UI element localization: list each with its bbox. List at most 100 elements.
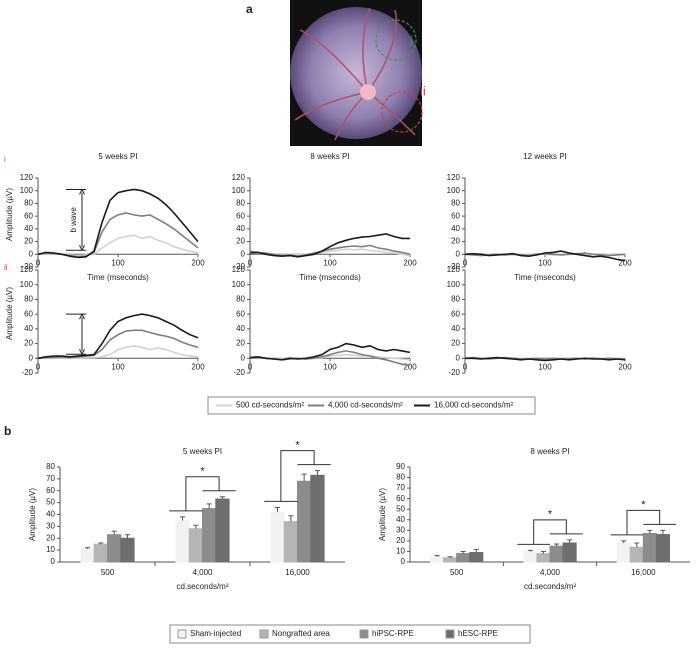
bar (120, 537, 135, 563)
legend-swatch (177, 629, 187, 639)
y-tick-label: 60 (24, 211, 33, 220)
y-tick-label: 100 (447, 186, 461, 195)
significance-label: * (641, 499, 646, 511)
line-series (249, 233, 410, 258)
y-tick-label: 20 (46, 533, 55, 542)
y-tick-label: 60 (24, 309, 33, 318)
x-tick-label: 16,000 (285, 568, 310, 577)
x-tick-label: 200 (403, 258, 417, 267)
chart-title: 8 weeks PI (310, 152, 349, 161)
significance-label: * (548, 509, 553, 521)
y-tick-label: 0 (456, 249, 461, 258)
y-tick-label: 40 (451, 224, 460, 233)
x-tick-label: 100 (111, 362, 125, 371)
region-label: i (410, 33, 413, 48)
region-i (375, 19, 417, 61)
x-tick-label: 0 (248, 362, 253, 371)
y-tick-label: 80 (24, 199, 33, 208)
y-tick-label: 30 (396, 525, 405, 534)
y-tick-label: 40 (46, 510, 55, 519)
y-tick-label: 0 (29, 353, 34, 362)
error-bar (647, 529, 653, 534)
chart-title: 12 weeks PI (523, 152, 567, 161)
line-series (37, 234, 199, 257)
legend-swatch (445, 629, 455, 639)
legend-label: Nongrafted area (272, 629, 330, 638)
y-tick-label: 80 (24, 295, 33, 304)
y-tick-label: 100 (447, 280, 461, 289)
error-bar (621, 540, 627, 543)
chart-title: 8 weeks PI (530, 447, 569, 456)
x-tick-label: 500 (101, 568, 115, 577)
line-series (249, 244, 411, 258)
bar (310, 474, 325, 563)
y-tick-label: 30 (46, 521, 55, 530)
error-bar (206, 503, 212, 509)
chart-title: 5 weeks PI (98, 152, 137, 161)
y-tick-label: 100 (232, 186, 246, 195)
y-tick-label: 80 (451, 295, 460, 304)
retina (290, 7, 422, 139)
y-tick-label: 20 (24, 237, 33, 246)
y-tick-label: 90 (396, 462, 405, 471)
y-tick-label: 120 (232, 265, 246, 274)
bar (215, 498, 230, 563)
bar (175, 519, 190, 563)
significance-bracket (280, 450, 315, 502)
optic-disc (360, 84, 376, 100)
y-tick-label: 120 (20, 173, 34, 182)
arrow-head (79, 188, 85, 252)
y-tick-label: 80 (236, 199, 245, 208)
y-tick-label: 60 (236, 211, 245, 220)
error-bar (473, 548, 479, 553)
y-tick-label: 0 (401, 557, 406, 566)
x-axis-label: Time (mseconds) (299, 273, 361, 282)
error-bar (124, 534, 130, 539)
x-tick-label: 0 (463, 258, 468, 267)
bar (629, 546, 644, 563)
bar (93, 543, 108, 563)
y-tick-label: 60 (236, 309, 245, 318)
bar (297, 480, 312, 563)
y-tick-label: 70 (396, 483, 405, 492)
significance-bracket (626, 509, 661, 535)
bar (536, 553, 551, 563)
annotation: b wave (69, 207, 78, 233)
y-axis-label: Amplitude (µV) (5, 188, 14, 241)
x-tick-label: 100 (538, 258, 552, 267)
panel-label: a (246, 2, 253, 16)
legend-swatch (259, 629, 269, 639)
x-tick-label: 100 (323, 258, 337, 267)
y-tick-label: 120 (20, 265, 34, 274)
x-tick-label: 200 (191, 258, 205, 267)
y-axis-label: Amplitude (µV) (28, 488, 37, 541)
legend-label: Sham-injected (190, 629, 241, 638)
y-tick-label: 80 (236, 295, 245, 304)
line-series (249, 342, 411, 361)
error-bar (193, 524, 199, 529)
bar (283, 521, 299, 563)
legend-box (207, 396, 536, 415)
y-tick-label: 100 (20, 186, 34, 195)
y-tick-label: 120 (447, 173, 461, 182)
y-tick-label: 40 (24, 324, 33, 333)
x-tick-label: 4,000 (540, 568, 561, 577)
x-tick-label: 200 (618, 362, 632, 371)
error-bar (85, 547, 91, 549)
error-bar (98, 542, 104, 545)
y-tick-label: 0 (51, 557, 56, 566)
y-tick-label: 20 (451, 237, 460, 246)
legend-swatch (359, 629, 369, 639)
significance-label: * (200, 466, 205, 478)
y-axis-label: Amplitude (µV) (378, 488, 387, 541)
error-bar (180, 516, 186, 521)
y-tick-label: -20 (448, 368, 460, 377)
legend-label: 4,000 cd-seconds/m² (328, 401, 403, 410)
legend-label: hESC-RPE (458, 629, 498, 638)
legend-label: hiPSC-RPE (372, 629, 414, 638)
y-tick-label: 60 (396, 494, 405, 503)
row-label: i (4, 155, 6, 164)
y-tick-label: 60 (451, 211, 460, 220)
bar (469, 552, 484, 563)
